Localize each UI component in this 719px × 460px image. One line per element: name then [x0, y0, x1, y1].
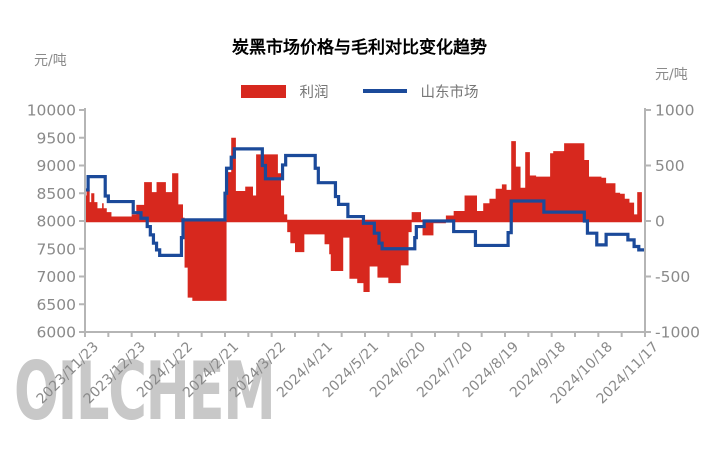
- price-line-swatch-icon: [362, 89, 407, 93]
- y-right-tick-label: 1000: [655, 102, 694, 120]
- y-left-tick-label: 6500: [37, 296, 76, 314]
- legend-label-profit: 利润: [299, 84, 329, 101]
- y-left-tick-label: 6000: [37, 324, 76, 342]
- legend: 利润 山东市场: [0, 82, 719, 101]
- y-right-tick-label: 0: [655, 213, 665, 231]
- axes: 1000095009000850080007500700065006000100…: [27, 102, 700, 342]
- y-right-tick-label: -500: [655, 268, 690, 286]
- left-axis-unit: 元/吨: [34, 53, 67, 69]
- y-left-tick-label: 7500: [37, 240, 76, 258]
- y-left-tick-label: 8500: [37, 185, 76, 203]
- y-left-tick-label: 9000: [37, 157, 76, 175]
- legend-label-market: 山东市场: [420, 84, 479, 101]
- y-left-tick-label: 7000: [37, 268, 76, 286]
- y-left-tick-label: 9500: [37, 129, 76, 147]
- y-right-tick-label: 500: [655, 157, 685, 175]
- y-left-tick-label: 8000: [37, 213, 76, 231]
- price-line-series: [85, 147, 645, 258]
- chart-title: 炭黑市场价格与毛利对比变化趋势: [232, 38, 487, 58]
- y-right-tick-label: -1000: [655, 324, 700, 342]
- y-left-tick-label: 10000: [27, 102, 76, 120]
- right-axis-unit: 元/吨: [655, 67, 688, 83]
- watermark-oilchem: OILCHEM: [14, 345, 276, 438]
- profit-swatch-icon: [240, 84, 286, 98]
